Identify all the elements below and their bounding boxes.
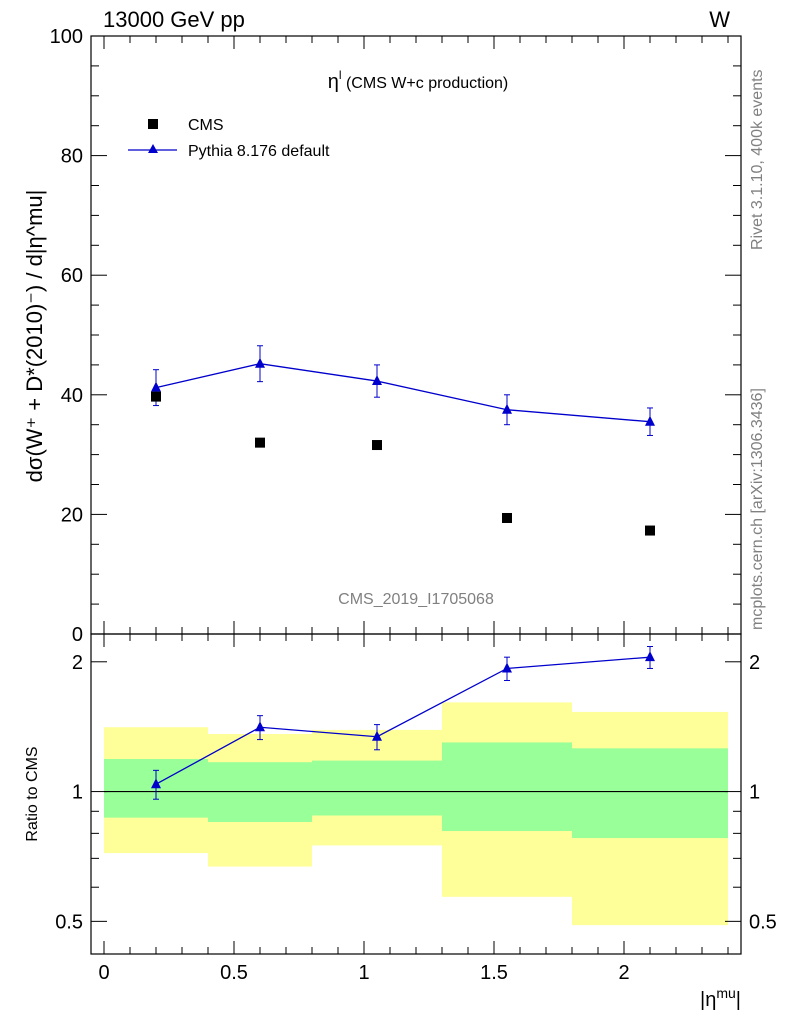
- y-tick-label-ratio: 2: [72, 652, 83, 674]
- legend-label-cms: CMS: [188, 117, 224, 134]
- x-tick-label: 2: [618, 962, 629, 984]
- y-tick-label-ratio-right: 0.5: [749, 911, 777, 933]
- y-tick-label-ratio: 0.5: [55, 911, 83, 933]
- ratio-point: [645, 651, 655, 662]
- cms-point: [645, 525, 655, 536]
- y-tick-label: 0: [72, 624, 83, 646]
- cms-point: [151, 391, 161, 402]
- uncertainty-band-inner: [312, 760, 442, 816]
- pythia-line: [155, 363, 651, 423]
- uncertainty-band-inner: [442, 742, 572, 832]
- ratio-panel: 0 0.5 1 1.5 2 |ηmu| 0.5 0.5 1 1 2 2 Ratio to CMS: [24, 633, 777, 1011]
- pythia-point: [255, 357, 265, 368]
- cms-point: [372, 440, 382, 451]
- x-tick-label: 0: [98, 962, 109, 984]
- y-tick-label-ratio: 1: [72, 782, 83, 804]
- main-y-axis-label: dσ(W⁺ + D*(2010)⁻) / d|η^mu|: [22, 190, 47, 483]
- x-tick-label: 1: [358, 962, 369, 984]
- ratio-point: [151, 778, 161, 789]
- pythia-point: [645, 415, 655, 426]
- ratio-point: [502, 662, 512, 673]
- y-tick-label: 100: [50, 26, 83, 48]
- watermark-label: CMS_2019_I1705068: [338, 591, 494, 608]
- x-axis-label: |ηmu|: [700, 985, 741, 1011]
- side-label-rivet: Rivet 3.1.10, 400k events: [749, 69, 766, 250]
- cms-point: [255, 437, 265, 448]
- y-tick-label: 80: [61, 146, 83, 168]
- header-right: W: [709, 7, 730, 32]
- ratio-y-axis-label: Ratio to CMS: [24, 746, 41, 841]
- y-tick-label: 60: [61, 265, 83, 287]
- x-tick-label: 1.5: [480, 962, 508, 984]
- y-tick-label-ratio-right: 2: [749, 652, 760, 674]
- y-tick-label: 20: [61, 504, 83, 526]
- y-tick-label: 40: [61, 385, 83, 407]
- pythia-point: [502, 403, 512, 414]
- y-tick-label-ratio-right: 1: [749, 782, 760, 804]
- main-panel: 0 20 40 60 80 100 dσ(W⁺ + D*(2010)⁻) / d|η^mu|…: [22, 26, 742, 646]
- legend-marker-cms: [148, 119, 158, 129]
- cms-point: [502, 512, 512, 523]
- x-tick-label: 0.5: [220, 962, 248, 984]
- pythia-point: [372, 375, 382, 386]
- pythia-point: [151, 381, 161, 392]
- ratio-point: [255, 721, 265, 732]
- ratio-point: [372, 730, 382, 741]
- chart-title: ηl (CMS W+c production): [328, 68, 509, 93]
- legend-marker-pythia: [148, 144, 158, 153]
- legend-label-pythia: Pythia 8.176 default: [188, 143, 330, 160]
- side-label-mcplots: mcplots.cern.ch [arXiv:1306.3436]: [749, 388, 766, 630]
- uncertainty-band-inner: [572, 748, 728, 839]
- header-left: 13000 GeV pp: [103, 7, 245, 32]
